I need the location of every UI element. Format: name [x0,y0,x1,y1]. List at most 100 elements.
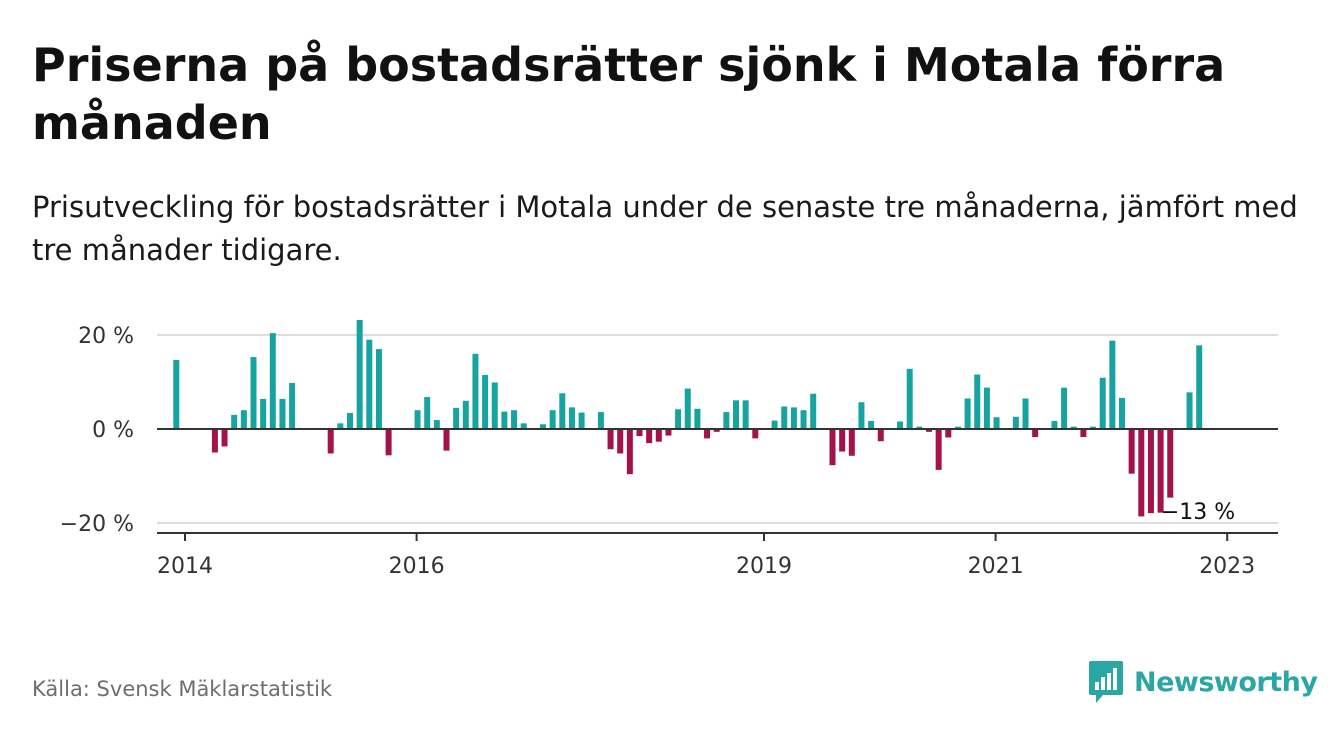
bar [1061,387,1068,429]
bar [511,410,518,429]
bar [337,423,344,429]
bar [684,388,691,429]
bar [414,410,421,429]
bar [655,429,662,442]
bar [964,398,971,429]
y-tick-label: −20 % [60,512,134,537]
bar [790,407,797,429]
brand-logo[interactable]: Newsworthy [1088,660,1318,704]
y-tick-label: 0 % [92,418,134,443]
bar [1032,429,1039,437]
bar [1186,392,1193,429]
bar [675,409,682,429]
bar [520,423,527,429]
bar [462,400,469,429]
bar [279,398,286,429]
x-tick-label: 2019 [736,554,792,579]
bar [1090,426,1097,429]
last-value-label: −13 % [1161,500,1235,525]
bar [1012,416,1019,429]
bar [723,412,730,429]
newsworthy-bar-chart-icon [1089,661,1123,703]
bar [221,429,228,447]
chart-title: Priserna på bostadsrätter sjönk i Motala… [32,38,1226,150]
labels: 20 % 0 % −20 % 2014 2016 2019 2021 2023 −13 % [60,324,1256,579]
bar-chart: 20 % 0 % −20 % 2014 2016 2019 2021 2023 −13 % [60,319,1278,579]
bar [636,429,643,437]
y-tick-label: 20 % [78,324,134,349]
bar [810,393,817,429]
bar [433,420,440,429]
bar [240,410,247,429]
bar [260,398,267,429]
x-tick-label: 2021 [968,554,1024,579]
bar [347,413,353,429]
bar [250,357,257,429]
bar [1080,429,1087,437]
bar [375,349,382,429]
bar [935,429,942,470]
bar [1167,429,1174,498]
bar [916,426,923,429]
bar [597,412,604,429]
bar [385,429,392,456]
bar [704,429,711,439]
bar [327,429,334,454]
bar [211,429,218,453]
bar [781,406,788,429]
bar [713,429,720,432]
bar [983,387,990,429]
bar [993,417,1000,429]
bar [173,359,180,429]
bar [424,397,431,429]
bar [549,410,556,429]
bar [1109,340,1116,429]
bar [945,429,952,438]
source-note: Källa: Svensk Mäklarstatistik [32,677,333,701]
bar [356,319,363,429]
bar [858,402,865,429]
bar [453,407,460,429]
bar [1022,398,1029,429]
bar [665,429,672,436]
bar [482,374,489,429]
bar [752,429,759,439]
bar [443,429,450,451]
bar [1157,429,1164,513]
brand-name: Newsworthy [1134,666,1318,698]
bar [1070,426,1077,429]
bar [607,429,614,450]
bar [733,400,739,429]
bar [626,429,633,475]
bar [1128,429,1135,474]
bar [578,412,585,429]
gridlines [157,334,1278,524]
bar [491,382,498,429]
bar [559,393,566,429]
bar [926,429,932,432]
bar [868,421,875,429]
bar [1138,429,1145,517]
bar [1099,377,1106,429]
bar [771,420,778,429]
x-tick-label: 2016 [389,554,445,579]
bar [231,414,238,429]
bar [269,333,276,429]
x-tick-label: 2014 [157,554,213,579]
bar [897,421,904,429]
bar [1196,345,1203,429]
bar [848,429,855,456]
bar [501,411,508,429]
bar [974,374,981,429]
bar [1147,429,1154,514]
bar [472,353,479,429]
axes [157,428,1278,541]
bar [568,407,575,429]
bars [173,319,1203,517]
chart-subtitle: Prisutveckling för bostadsrätter i Motal… [32,190,1298,267]
bar [289,382,296,429]
bar [906,368,913,429]
bar [617,429,624,454]
x-tick-label: 2023 [1199,554,1255,579]
bar [839,429,846,452]
